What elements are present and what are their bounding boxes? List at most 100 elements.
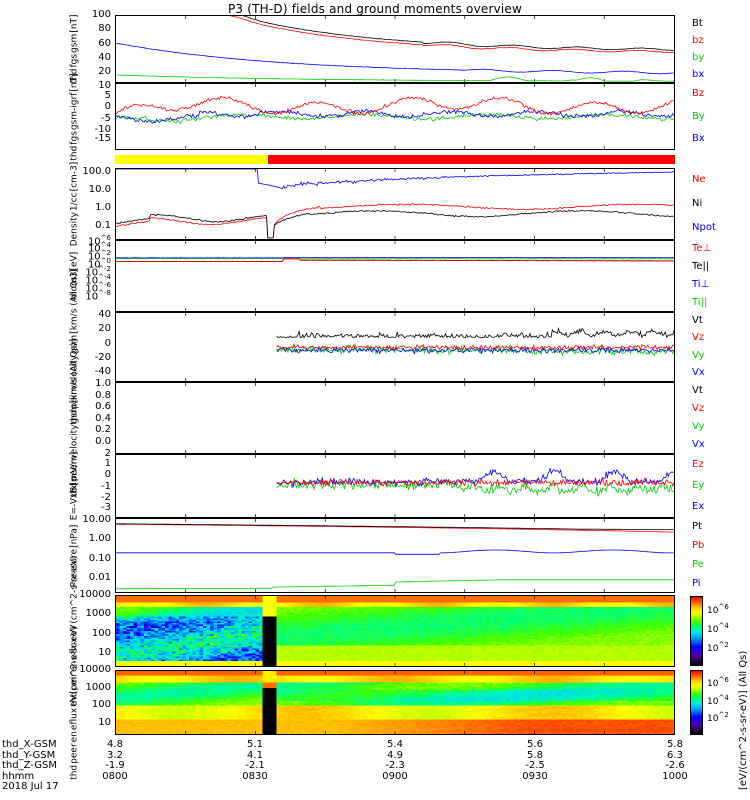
bottom-axis-row-label: hhmm — [2, 770, 35, 782]
bottom-axis-tick-value: 5.1 — [247, 739, 263, 750]
bottom-axis-tick-value: 5.4 — [387, 739, 403, 750]
legend-label-by: By — [692, 110, 705, 122]
y-tick-label: 10.0 — [88, 183, 111, 195]
trace-group — [185, 383, 605, 453]
legend-label-te: Te|| — [692, 261, 710, 272]
bottom-axis-tick-value: 1000 — [662, 770, 688, 782]
legend-label-vt: Vt — [692, 314, 703, 326]
bottom-axis-tick-value: 6.3 — [667, 749, 683, 761]
y-tick-label: -1 — [101, 480, 111, 492]
y-tick-label: 5 — [104, 90, 111, 102]
y-tick-label: 0.6 — [95, 401, 111, 413]
legend-label-npot: Npot — [692, 222, 716, 233]
y-tick-label: 10.00 — [82, 514, 111, 526]
panel-density[interactable] — [115, 168, 675, 240]
y-tick-label: 100 — [91, 9, 111, 20]
legend-label-ne: Ne — [692, 174, 706, 185]
legend-label-vx: Vx — [692, 367, 705, 379]
y-tick-label: 10^-6 — [85, 280, 111, 295]
y-tick-label: 20 — [98, 66, 111, 78]
peir-colorbar — [690, 596, 703, 666]
y-tick-label: 1.0 — [95, 378, 111, 390]
peer-colorbar — [690, 670, 703, 735]
panel-peir-velocity[interactable] — [115, 312, 675, 382]
y-tick-label: 10^4 — [87, 241, 111, 255]
y-tick-label: 100.0 — [82, 165, 111, 177]
bottom-axis-tick-value: 4.8 — [107, 739, 123, 750]
y-tick-label: -20 — [94, 352, 111, 364]
bottom-axis-tick-value: -2.1 — [245, 760, 265, 771]
legend-label-ey: Ey — [692, 480, 705, 491]
panel-peer-en-eflux[interactable] — [115, 670, 675, 735]
y-tick-label: 100 — [91, 699, 111, 711]
bottom-axis-tick-value: 4.1 — [247, 749, 263, 761]
bottom-axis-tick-value: -2.5 — [525, 760, 545, 771]
y-tick-label: 10^2 — [87, 249, 111, 263]
panel-fgs-gsm-igrf[interactable] — [115, 83, 675, 150]
y-tick-label: -10 — [94, 123, 111, 135]
y-tick-label: 10^6 — [87, 234, 111, 248]
legend-label-vz: Vz — [692, 403, 705, 414]
legend-label-pi: Pi — [692, 577, 701, 589]
legend-label-ti: Ti⊥ — [692, 279, 710, 290]
y-tick-label: 0.0 — [95, 435, 111, 447]
y-tick-label: 100 — [91, 627, 111, 639]
colorbar-tick-label: 10^4 — [707, 693, 729, 707]
panel-efield[interactable] — [115, 454, 675, 518]
bottom-axis-tick-value: -2.6 — [665, 760, 685, 771]
bottom-axis-row-label: thd_Y-GSM — [2, 749, 56, 761]
y-tick-label: 10^-2 — [85, 264, 111, 279]
y-tick-label: 0.8 — [95, 389, 111, 401]
legend-label-vx: Vx — [692, 439, 705, 450]
bottom-axis-tick-value: 5.8 — [527, 749, 543, 761]
y-axis-title: thd peer en eflux eV (cm^2-s-sr-eV) — [69, 625, 80, 780]
legend-label-by: by — [692, 51, 705, 63]
legend-label-ez: Ez — [692, 458, 704, 470]
colorbar-tick-label: 10^2 — [707, 711, 729, 725]
legend-label-ti: Ti|| — [692, 297, 708, 308]
y-tick-label: 10^0 — [87, 257, 111, 271]
trace-group — [116, 241, 674, 311]
legend-label-ex: Ex — [692, 501, 705, 513]
y-tick-label: 10000 — [79, 589, 111, 600]
y-tick-label: 10^-4 — [85, 272, 111, 287]
panel-mom3[interactable] — [115, 240, 675, 312]
trace-group — [116, 519, 674, 592]
panel-fgs-gsm[interactable] — [115, 15, 675, 83]
y-tick-label: 10^-8 — [85, 288, 111, 303]
legend-label-vt: Vt — [692, 385, 703, 396]
bottom-axis-tick-value: 0800 — [102, 770, 128, 782]
y-tick-label: 2 — [104, 448, 111, 459]
y-tick-label: 0 — [104, 337, 111, 349]
bottom-axis-tick-value: 3.2 — [107, 749, 123, 761]
legend-label-bz: bz — [692, 34, 704, 46]
bottom-axis-tick-value: -2.3 — [385, 760, 405, 771]
y-tick-label: 0.10 — [88, 552, 111, 564]
trace-group — [185, 455, 674, 517]
y-tick-label: 0 — [104, 101, 111, 113]
legend-label-vy: Vy — [692, 349, 705, 361]
y-tick-label: -5 — [101, 112, 111, 124]
colorbar-tick-label: 10^6 — [707, 602, 729, 616]
colorbar-title: [eV/(cm^2-s-sr-eV)] (All Qs) — [738, 650, 749, 790]
colorbar-tick-label: 10^2 — [707, 640, 729, 654]
y-tick-label: 80 — [98, 23, 111, 35]
legend-label-bz: Bz — [692, 88, 705, 100]
trace-group — [185, 313, 674, 381]
y-tick-label: 1.00 — [88, 533, 111, 544]
panel-peir-en-eflux[interactable] — [115, 595, 675, 667]
y-tick-label: 40 — [98, 308, 111, 320]
panel-pressure[interactable] — [115, 518, 675, 593]
legend-label-ni: Ni — [692, 198, 703, 209]
y-tick-label: 10 — [98, 647, 111, 659]
y-tick-label: 1.0 — [95, 201, 111, 213]
legend-label-bx: Bx — [692, 132, 705, 144]
y-tick-label: 0.2 — [95, 424, 111, 436]
colorbar-tick-label: 10^4 — [707, 621, 729, 635]
spectrogram — [116, 596, 674, 666]
y-tick-label: -2 — [101, 492, 111, 504]
legend-label-vz: Vz — [692, 332, 705, 344]
panel-peer-velocity[interactable] — [115, 382, 675, 454]
y-tick-label: 0.01 — [88, 572, 111, 583]
trace-group — [116, 16, 674, 82]
